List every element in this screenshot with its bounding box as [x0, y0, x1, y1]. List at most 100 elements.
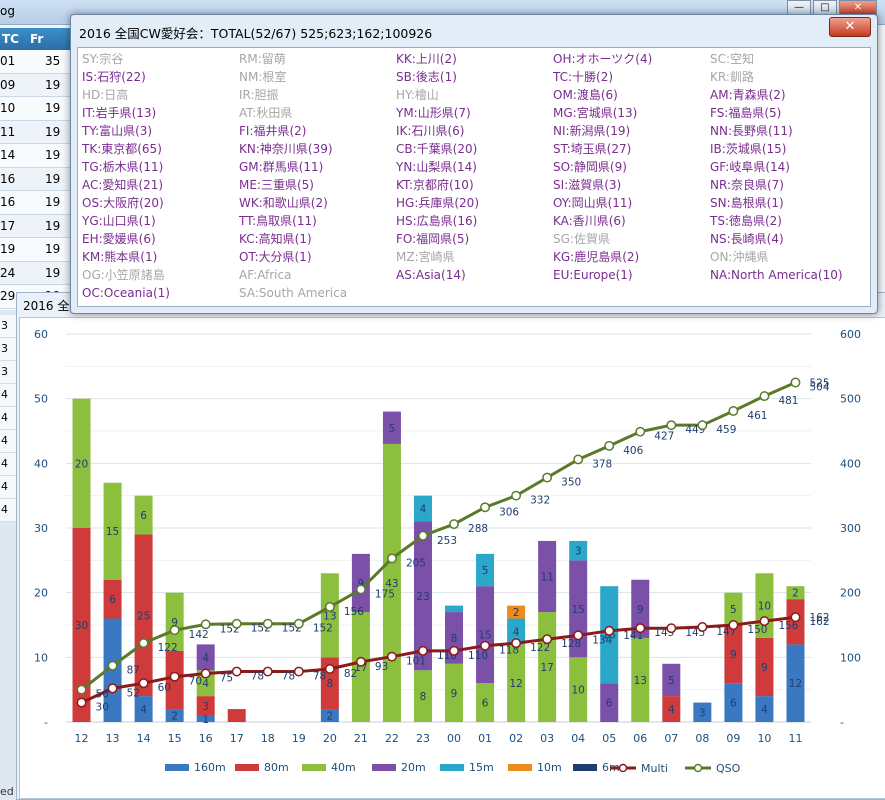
- bar-data-label: 12: [509, 678, 522, 690]
- log-row[interactable]: 16 19: [0, 167, 80, 191]
- right-axis-tick: 600: [840, 328, 861, 341]
- prefecture-entry: AC:愛知県(21): [82, 178, 164, 192]
- log-rows: 01 35 09 19 10 19 11 19 14 19 16 19 16 19 17 19 19 19 24 19…: [0, 50, 80, 309]
- bar-segment-40m: [569, 657, 588, 722]
- log-row[interactable]: 3: [0, 315, 16, 338]
- prefecture-entry: YN:山梨県(14): [396, 160, 477, 174]
- line-point-QSO: [231, 618, 242, 629]
- log-row[interactable]: 3: [0, 338, 16, 361]
- column-header-fr[interactable]: Fr: [30, 32, 44, 46]
- line-point-QSO: [697, 420, 708, 431]
- left-axis-tick: 20: [34, 587, 48, 600]
- bar-data-label: 5: [389, 423, 396, 435]
- prefecture-entry: SC:空知: [710, 52, 755, 66]
- log-row[interactable]: 4: [0, 476, 16, 499]
- line-point-QSO: [759, 391, 770, 402]
- bar-segment-40m: [507, 644, 526, 722]
- bar-segment-20m: [196, 644, 215, 671]
- line-data-label: 118: [499, 645, 519, 657]
- x-axis-tick: 15: [168, 732, 182, 745]
- log-row[interactable]: 09 19: [0, 73, 80, 97]
- line-data-label: 156: [778, 620, 798, 632]
- right-axis-tick: 200: [840, 587, 861, 600]
- bar-data-label: 8: [451, 633, 458, 645]
- log-row[interactable]: 4: [0, 407, 16, 430]
- prefecture-entry: AM:青森県(2): [710, 88, 786, 102]
- log-row[interactable]: 17 19: [0, 214, 80, 238]
- log-row[interactable]: 4: [0, 499, 16, 522]
- log-cell-fr: 19: [44, 195, 61, 209]
- line-data-label: 332: [530, 495, 550, 507]
- log-cell-fr: 19: [44, 77, 61, 92]
- prefecture-entry: OY:岡山県(11): [553, 196, 633, 210]
- prefecture-entry: TY:富山県(3): [82, 124, 153, 138]
- prefecture-entry: SY:宗谷: [82, 52, 124, 66]
- log-row[interactable]: 4: [0, 430, 16, 453]
- log-cell-tc: 19: [0, 242, 16, 256]
- prefecture-entry: AS:Asia(14): [396, 268, 466, 282]
- line-point-Multi: [231, 666, 242, 677]
- log-cell-fr: 35: [44, 54, 61, 68]
- legend-swatch-20m: [372, 764, 396, 771]
- bar-segment-160m: [786, 644, 805, 722]
- line-data-label: 60: [158, 682, 171, 694]
- bar-segment-40m: [103, 482, 122, 580]
- log-row[interactable]: 10 19: [0, 97, 80, 121]
- line-point-QSO: [262, 618, 273, 629]
- line-data-label: 378: [592, 458, 612, 470]
- prefecture-entry: NA:North America(10): [710, 268, 843, 282]
- bar-data-label: 4: [761, 704, 768, 716]
- bar-segment-80m: [103, 579, 122, 619]
- log-row[interactable]: 16 19: [0, 191, 80, 215]
- line-data-label: 427: [654, 431, 674, 443]
- right-axis-tick: 500: [840, 393, 861, 406]
- bar-data-label: 4: [140, 704, 147, 716]
- prefecture-entry: MG:宮城県(13): [553, 106, 638, 120]
- bar-data-label: 4: [202, 652, 209, 664]
- legend-swatch-15m: [440, 764, 464, 771]
- line-point-QSO: [355, 584, 366, 595]
- x-axis-tick: 09: [726, 732, 740, 745]
- log-row[interactable]: 4: [0, 453, 16, 476]
- log-cell-fr: 19: [44, 265, 61, 280]
- line-point-Multi: [355, 656, 366, 667]
- prefecture-entry: KR:釧路: [710, 70, 754, 84]
- bar-segment-20m: [569, 560, 588, 658]
- log-row[interactable]: 01 35: [0, 50, 80, 74]
- prefecture-entry: FO:福岡県(5): [396, 232, 470, 246]
- line-point-Multi: [666, 623, 677, 634]
- column-header-tc[interactable]: TC: [2, 32, 19, 46]
- line-point-Multi: [324, 664, 335, 674]
- prefecture-entry: KA:香川県(6): [553, 214, 626, 228]
- close-button[interactable]: ✕: [829, 17, 871, 37]
- chart-window-title: 2016 全国: [23, 299, 82, 313]
- bar-segment-40m: [631, 637, 650, 722]
- log-row[interactable]: 24 19: [0, 261, 80, 285]
- line-point-QSO: [169, 625, 180, 636]
- line-data-label: 350: [561, 477, 581, 489]
- line-point-Multi: [759, 616, 770, 627]
- bar-segment-15m: [413, 495, 432, 522]
- close-button[interactable]: ✕: [839, 0, 877, 16]
- line-data-label: 52: [127, 687, 140, 699]
- bar-data-label: 9: [637, 604, 644, 616]
- bar-segment-160m: [724, 683, 743, 722]
- log-cell-tc: 16: [0, 195, 16, 209]
- log-row[interactable]: 11 19: [0, 120, 80, 144]
- bar-segment-20m: [476, 586, 495, 684]
- log-row[interactable]: 19 19: [0, 238, 80, 262]
- log-row[interactable]: 3: [0, 361, 16, 384]
- bar-segment-40m: [134, 495, 153, 535]
- log-row[interactable]: 4: [0, 384, 16, 407]
- prefecture-entry: SN:島根県(1): [710, 196, 784, 210]
- log-row[interactable]: 14 19: [0, 144, 80, 168]
- x-axis-tick: 20: [323, 732, 337, 745]
- line-point-Multi: [418, 645, 428, 656]
- legend-label: 160m: [194, 761, 226, 774]
- minimize-button[interactable]: —: [787, 0, 811, 16]
- prefecture-entry: IS:石狩(22): [82, 70, 146, 84]
- left-axis-tick: 30: [34, 522, 48, 535]
- line-point-QSO: [418, 530, 428, 541]
- line-data-label: 504: [809, 382, 829, 394]
- left-axis-tick: 50: [34, 393, 48, 406]
